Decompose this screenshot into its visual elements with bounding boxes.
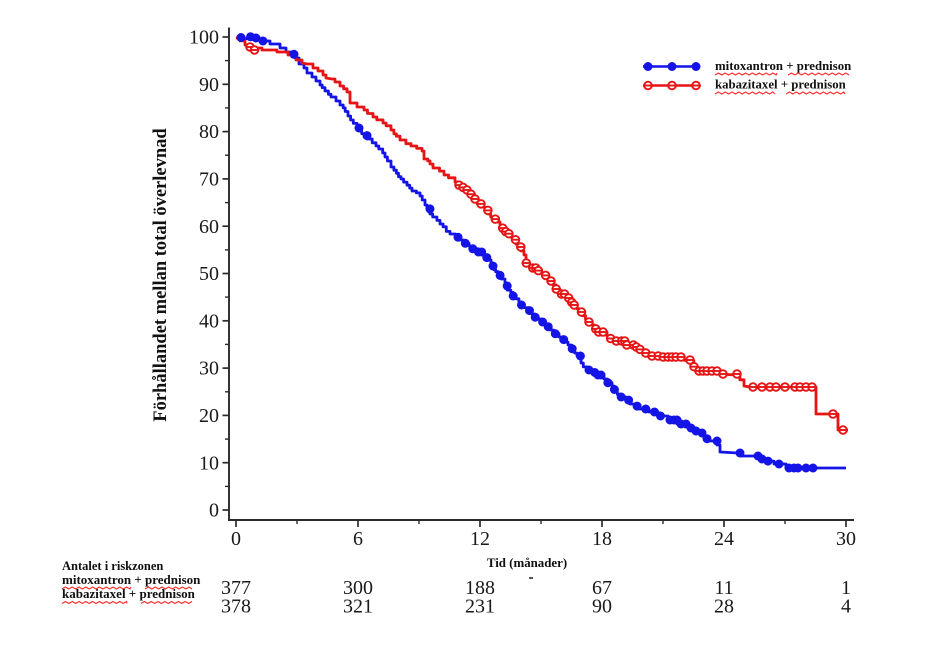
svg-text:10: 10 — [199, 452, 219, 474]
svg-text:Antalet i riskzonen: Antalet i riskzonen — [62, 559, 163, 573]
svg-text:Förhållandet mellan total över: Förhållandet mellan total överlevnad — [151, 128, 171, 422]
svg-text:11: 11 — [714, 577, 733, 599]
svg-text:67: 67 — [592, 577, 612, 599]
svg-text:1: 1 — [841, 577, 851, 599]
svg-text:0: 0 — [231, 528, 241, 550]
svg-text:188: 188 — [465, 577, 495, 599]
svg-text:70: 70 — [199, 169, 219, 191]
svg-text:80: 80 — [199, 121, 219, 143]
svg-text:90: 90 — [592, 596, 612, 618]
svg-text:20: 20 — [199, 405, 219, 427]
svg-text:mitoxantron + prednison: mitoxantron + prednison — [62, 572, 201, 587]
svg-text:90: 90 — [199, 74, 219, 96]
svg-text:6: 6 — [353, 528, 363, 550]
svg-text:300: 300 — [343, 577, 373, 599]
svg-text:28: 28 — [714, 596, 734, 618]
svg-text:0: 0 — [209, 500, 219, 522]
svg-text:60: 60 — [199, 216, 219, 238]
svg-text:40: 40 — [199, 310, 219, 332]
svg-text:231: 231 — [465, 596, 495, 618]
svg-text:378: 378 — [221, 596, 251, 618]
svg-text:321: 321 — [343, 596, 373, 618]
svg-text:kabazitaxel + prednison: kabazitaxel + prednison — [62, 586, 196, 601]
svg-text:kabazitaxel + prednison: kabazitaxel + prednison — [715, 78, 846, 92]
svg-text:24: 24 — [714, 528, 734, 550]
svg-text:4: 4 — [841, 596, 851, 618]
svg-text:377: 377 — [221, 577, 251, 599]
svg-text:18: 18 — [592, 528, 612, 550]
svg-text:12: 12 — [470, 528, 490, 550]
svg-text:30: 30 — [199, 358, 219, 380]
svg-text:30: 30 — [836, 528, 856, 550]
svg-text:Tid (månader): Tid (månader) — [487, 556, 567, 570]
svg-text:50: 50 — [199, 263, 219, 285]
svg-text:100: 100 — [189, 27, 219, 49]
svg-text:mitoxantron + prednison: mitoxantron + prednison — [715, 59, 851, 73]
